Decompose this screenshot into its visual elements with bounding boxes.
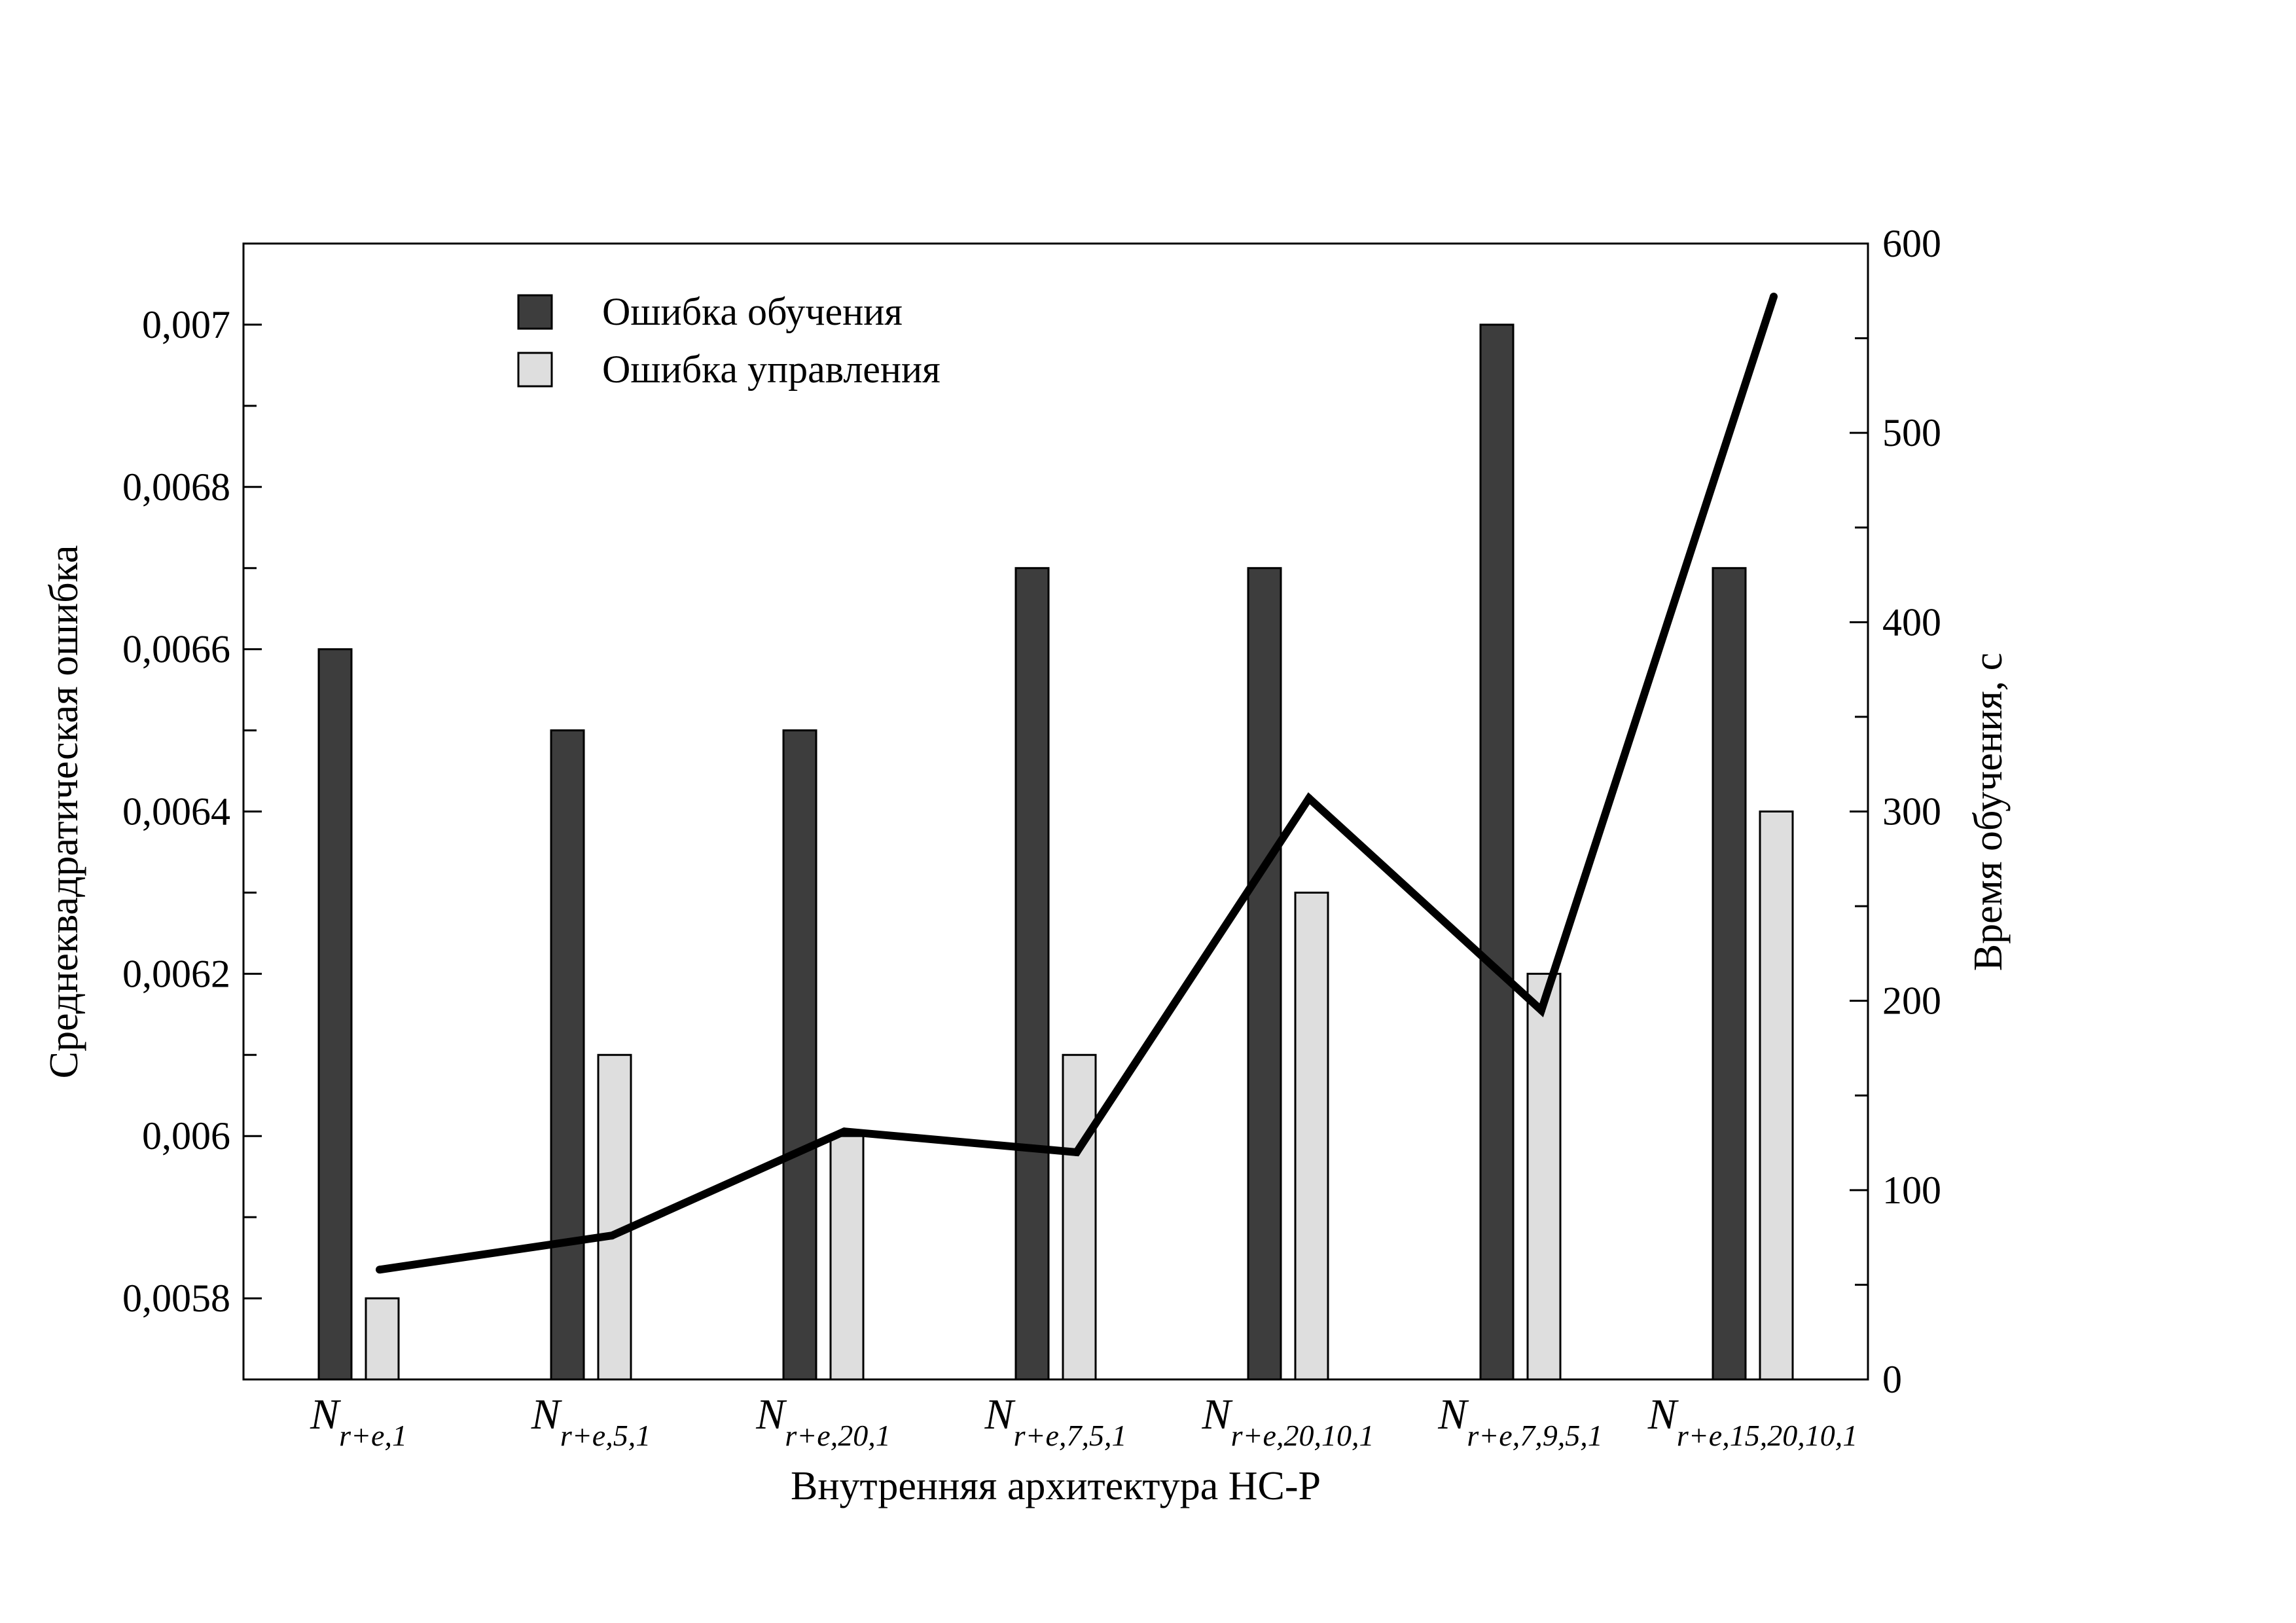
bar-control-error-2 [597, 1053, 632, 1381]
bar-training-error-5 [1247, 567, 1282, 1381]
legend-swatch-training-error [517, 294, 553, 330]
y2-tick-label: 200 [1882, 979, 1941, 1023]
training-time-point-5 [1305, 794, 1313, 803]
y2-tick-label: 400 [1882, 600, 1941, 644]
bar-control-error-5 [1294, 891, 1329, 1381]
bar-control-error-6 [1526, 972, 1562, 1381]
x-tick-label: Nr+e,15,20,10,1 [1647, 1391, 1857, 1452]
x-tick-label: Nr+e,1 [310, 1391, 407, 1452]
bar-control-error-4 [1062, 1053, 1097, 1381]
y2-tick-label: 300 [1882, 790, 1941, 833]
y-axis-title: Среднеквадратическая ошибка [42, 545, 86, 1079]
y2-tick-label: 600 [1882, 222, 1941, 265]
training-time-point-2 [608, 1231, 616, 1240]
x-tick-label: Nr+e,7,5,1 [984, 1391, 1127, 1452]
x-tick-label: Nr+e,5,1 [531, 1391, 651, 1452]
y-tick-label: 0,007 [142, 303, 230, 346]
bar-control-error-1 [365, 1297, 400, 1381]
bar-control-error-7 [1759, 811, 1794, 1381]
y-tick-label: 0,0064 [122, 790, 230, 833]
x-axis: Nr+e,1 Nr+e,5,1 Nr+e,20,1 Nr+e,7,5,1 Nr+e,20… [310, 1391, 1857, 1452]
training-time-line-layer [376, 292, 1778, 1274]
plot-frame [242, 242, 1869, 1381]
y-tick-label: 0,0058 [122, 1277, 230, 1320]
bar-training-error-6 [1479, 323, 1515, 1381]
y-tick-label: 0,0066 [122, 628, 230, 671]
bar-training-error-2 [550, 729, 585, 1381]
y2-tick-label: 500 [1882, 411, 1941, 454]
bar-training-error-7 [1712, 567, 1747, 1381]
right-axis: 0 100 200 300 400 500 600 [1850, 222, 1941, 1401]
training-time-point-1 [376, 1266, 384, 1274]
legend-swatch-control-error [517, 352, 553, 388]
y-tick-label: 0,0068 [122, 465, 230, 509]
training-time-point-7 [1770, 292, 1778, 301]
bar-control-error-3 [829, 1135, 865, 1381]
bar-training-error-1 [317, 648, 353, 1381]
training-time-point-6 [1537, 1006, 1545, 1015]
x-tick-label: Nr+e,20,10,1 [1202, 1391, 1374, 1452]
bar-training-error-4 [1014, 567, 1050, 1381]
bar-training-error-3 [782, 729, 817, 1381]
bars [317, 323, 1794, 1381]
legend-label-control-error: Ошибка управления [602, 348, 941, 391]
y2-tick-label: 100 [1882, 1169, 1941, 1212]
training-time-point-4 [1073, 1148, 1081, 1156]
x-axis-title: Внутренняя архитектура НС-Р [791, 1464, 1321, 1508]
y2-axis-title: Время обучения, с [1966, 653, 2011, 971]
y2-tick-label: 0 [1882, 1358, 1902, 1401]
y-tick-label: 0,006 [142, 1114, 230, 1158]
legend: Ошибка обучения Ошибка управления [517, 290, 941, 391]
y-tick-label: 0,0062 [122, 952, 230, 995]
training-time-point-3 [840, 1127, 848, 1136]
x-tick-label: Nr+e,20,1 [755, 1391, 890, 1452]
left-axis: 0,0058 0,006 0,0062 0,0064 0,0066 0,0068 0,007 [122, 242, 262, 1381]
x-tick-label: Nr+e,7,9,5,1 [1437, 1391, 1602, 1452]
legend-label-training-error: Ошибка обучения [602, 290, 903, 333]
